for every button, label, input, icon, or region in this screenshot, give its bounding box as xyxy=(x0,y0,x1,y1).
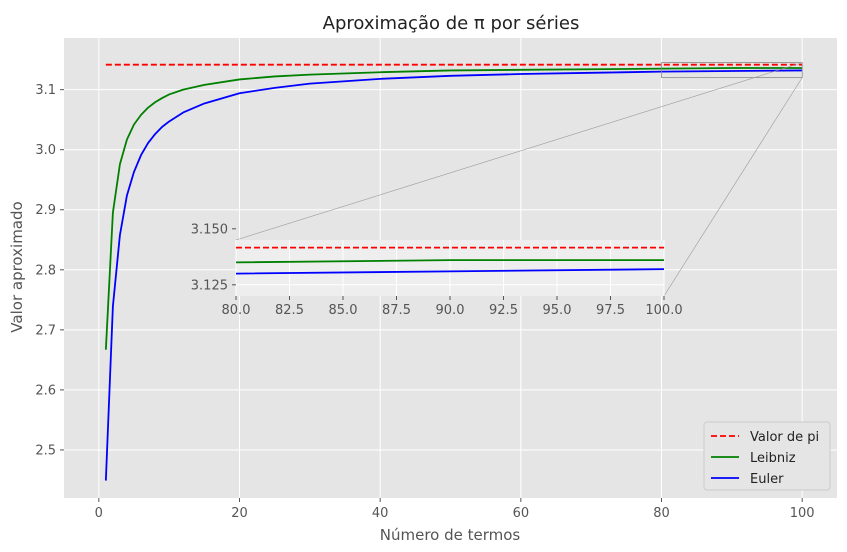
x-tick-label: 60 xyxy=(513,506,530,521)
series-euler-line xyxy=(104,69,803,481)
y-tick-label: 2.9 xyxy=(35,203,56,218)
legend: Valor de pi Leibniz Euler xyxy=(703,421,831,491)
inset-x-tick-label: 92.5 xyxy=(489,303,518,318)
inset-x-tick-label: 87.5 xyxy=(382,303,411,318)
inset-euler-line xyxy=(235,268,665,275)
inset-y-tick-label: 3.125 xyxy=(191,278,228,293)
inset-leibniz-line xyxy=(235,259,664,264)
legend-label-euler: Euler xyxy=(750,472,784,487)
main-x-ticks: 0 20 40 60 80 100 xyxy=(95,498,815,521)
x-tick-label: 80 xyxy=(653,506,670,521)
inset-x-tick-label: 82.5 xyxy=(275,303,304,318)
inset-x-tick-label: 90.0 xyxy=(436,303,465,318)
main-series xyxy=(104,63,803,481)
legend-box xyxy=(703,421,831,491)
y-tick-label: 2.8 xyxy=(35,263,56,278)
inset-x-tick-label: 95.0 xyxy=(543,303,572,318)
y-tick-label: 2.7 xyxy=(35,323,56,338)
inset-plot: 80.0 82.5 85.0 87.5 90.0 92.5 95.0 97.5 100.0 3.1… xyxy=(191,222,683,318)
inset-x-tick-label: 97.5 xyxy=(596,303,625,318)
legend-label-pi: Valor de pi xyxy=(750,430,819,445)
y-tick-label: 3.1 xyxy=(35,83,56,98)
y-tick-label: 2.6 xyxy=(35,383,56,398)
x-axis-label: Número de termos xyxy=(380,526,521,544)
zoom-connector-line xyxy=(663,77,803,297)
x-tick-label: 20 xyxy=(231,506,248,521)
inset-x-tick-label: 100.0 xyxy=(645,303,682,318)
chart-title: Aproximação de π por séries xyxy=(323,13,580,34)
inset-x-tick-label: 85.0 xyxy=(329,303,358,318)
legend-label-leibniz: Leibniz xyxy=(750,451,796,466)
x-tick-label: 40 xyxy=(372,506,389,521)
inset-x-tick-label: 80.0 xyxy=(222,303,251,318)
zoom-indicator xyxy=(235,62,803,297)
zoom-region-box xyxy=(661,62,803,79)
y-tick-label: 2.5 xyxy=(35,443,56,458)
main-y-ticks: 2.5 2.6 2.7 2.8 2.9 3.0 3.1 xyxy=(35,83,64,458)
zoom-connector-line xyxy=(235,62,803,241)
x-tick-label: 0 xyxy=(95,506,103,521)
y-axis-label: Valor aproximado xyxy=(8,201,26,332)
y-tick-label: 3.0 xyxy=(35,143,56,158)
series-leibniz-line xyxy=(104,67,803,350)
x-tick-label: 100 xyxy=(790,506,815,521)
inset-y-tick-label: 3.150 xyxy=(191,222,228,237)
